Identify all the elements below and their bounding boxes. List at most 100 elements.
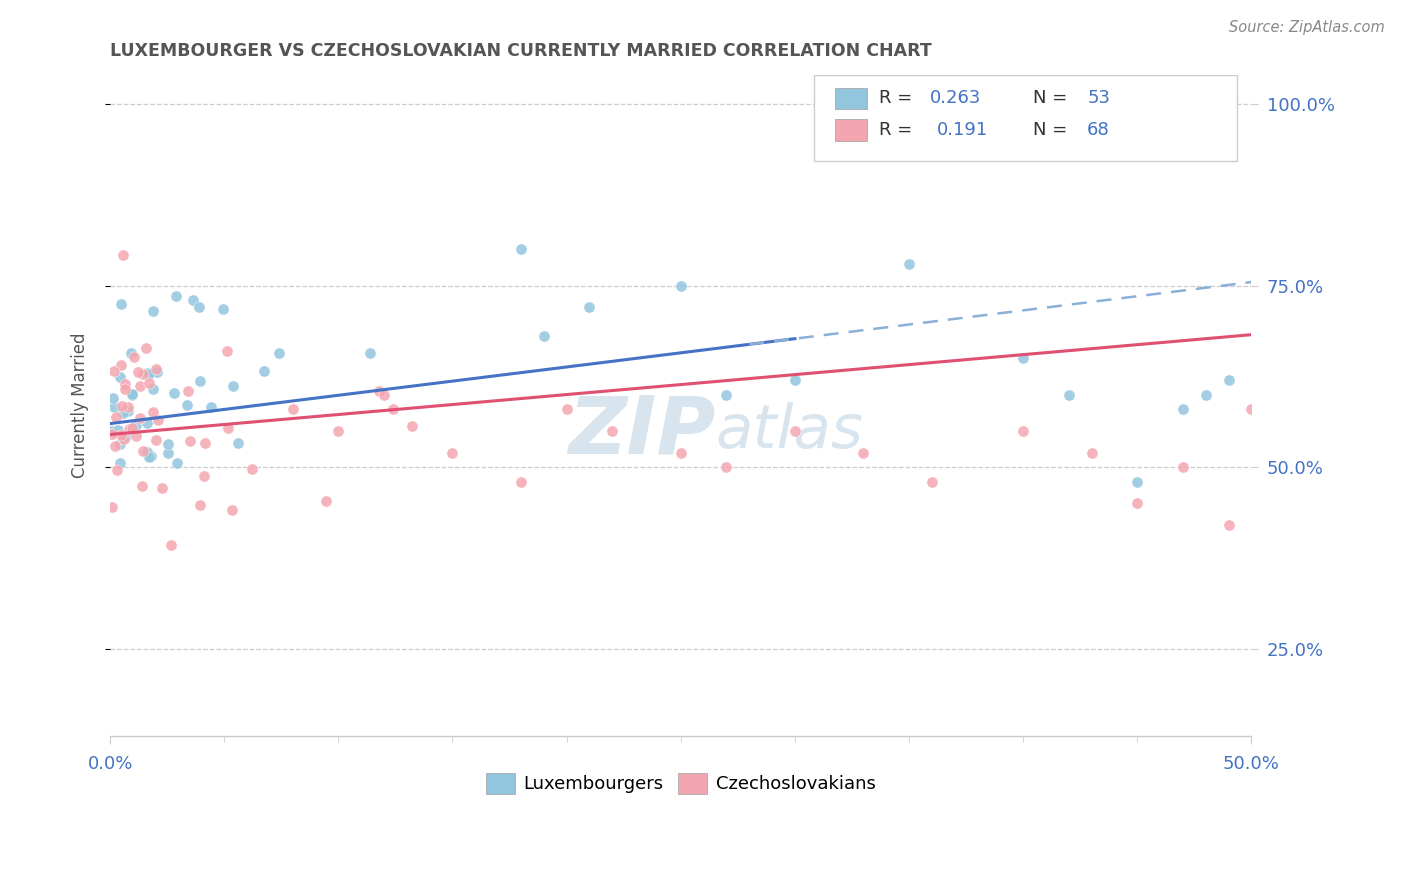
Point xyxy=(101,500,124,514)
Point xyxy=(101,391,124,405)
Text: 53: 53 xyxy=(1087,89,1111,107)
Point xyxy=(150,481,173,495)
Point xyxy=(600,424,623,438)
Point xyxy=(121,386,143,401)
Point xyxy=(138,368,160,382)
Point xyxy=(669,445,692,459)
Point xyxy=(108,456,131,470)
Point xyxy=(125,417,148,432)
Point xyxy=(381,401,404,416)
Point xyxy=(179,434,201,448)
Point xyxy=(159,538,181,552)
Point xyxy=(118,422,141,436)
Legend: Luxembourgers, Czechoslovakians: Luxembourgers, Czechoslovakians xyxy=(477,764,884,803)
Point xyxy=(193,469,215,483)
Point xyxy=(1286,569,1309,583)
Point xyxy=(131,479,153,493)
Point xyxy=(129,378,152,392)
Point xyxy=(145,362,167,376)
Point xyxy=(401,418,423,433)
Point xyxy=(124,429,146,443)
Point xyxy=(112,432,135,446)
Text: 68: 68 xyxy=(1087,121,1109,139)
Point xyxy=(533,329,555,343)
Point xyxy=(1012,351,1035,366)
Point xyxy=(110,297,132,311)
Point xyxy=(921,475,943,489)
FancyBboxPatch shape xyxy=(814,75,1237,161)
Point xyxy=(1195,387,1218,401)
Point xyxy=(1218,518,1240,533)
Text: R =: R = xyxy=(879,121,924,139)
Point xyxy=(136,445,159,459)
Point xyxy=(269,346,291,360)
Y-axis label: Currently Married: Currently Married xyxy=(72,333,89,478)
Point xyxy=(163,386,186,401)
Point xyxy=(281,402,304,417)
Point xyxy=(252,364,274,378)
Point xyxy=(105,462,128,476)
Point xyxy=(176,384,198,398)
Point xyxy=(1080,445,1102,459)
Point xyxy=(716,387,738,401)
Point xyxy=(132,444,155,458)
Point xyxy=(107,423,129,437)
Text: N =: N = xyxy=(1033,121,1073,139)
Point xyxy=(108,436,131,450)
Point xyxy=(200,400,222,414)
Point xyxy=(1218,373,1240,387)
Point xyxy=(669,278,692,293)
Point xyxy=(228,436,250,450)
Point xyxy=(1057,387,1080,401)
Point xyxy=(129,411,152,425)
Text: 0.263: 0.263 xyxy=(929,89,981,107)
Point xyxy=(578,301,600,315)
Point xyxy=(221,502,243,516)
Point xyxy=(157,437,180,451)
Point xyxy=(145,366,167,380)
Point xyxy=(111,399,134,413)
Point xyxy=(194,436,217,450)
Point xyxy=(120,346,142,360)
Point xyxy=(138,450,160,464)
Point xyxy=(222,379,245,393)
Point xyxy=(110,358,132,372)
Point xyxy=(359,346,381,360)
Point xyxy=(101,424,124,438)
Point xyxy=(1126,475,1149,489)
Point xyxy=(783,373,806,387)
Point xyxy=(103,364,125,378)
Point xyxy=(122,351,145,365)
Point xyxy=(114,377,136,392)
Point xyxy=(315,494,337,508)
Point xyxy=(135,416,157,430)
Text: R =: R = xyxy=(879,89,918,107)
Point xyxy=(112,248,135,262)
Point xyxy=(121,421,143,435)
Point xyxy=(1171,402,1194,417)
Point xyxy=(135,341,157,355)
Point xyxy=(215,343,238,358)
FancyBboxPatch shape xyxy=(835,120,868,141)
Text: 0.191: 0.191 xyxy=(936,121,987,139)
Point xyxy=(114,383,136,397)
Point xyxy=(217,420,239,434)
Point xyxy=(101,426,124,441)
Point xyxy=(176,399,198,413)
Point xyxy=(1240,402,1263,417)
Point xyxy=(783,424,806,438)
Point xyxy=(555,402,578,417)
Point xyxy=(510,475,533,489)
Point xyxy=(110,428,132,442)
Point xyxy=(141,382,163,396)
Point xyxy=(110,370,132,384)
Text: ZIP: ZIP xyxy=(568,392,716,471)
Point xyxy=(188,374,211,388)
Text: N =: N = xyxy=(1033,89,1073,107)
Point xyxy=(165,289,187,303)
Point xyxy=(138,376,160,390)
Point xyxy=(104,439,127,453)
Text: atlas: atlas xyxy=(716,402,863,461)
Point xyxy=(145,433,167,447)
Point xyxy=(139,449,162,463)
